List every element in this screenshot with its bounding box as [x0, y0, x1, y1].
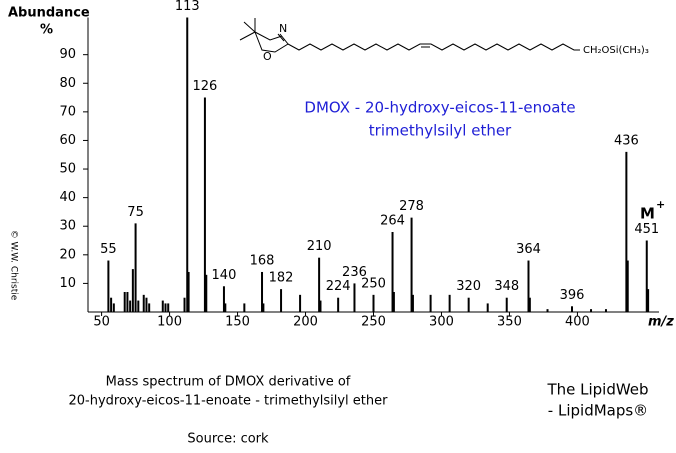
peak-label: 140 [212, 268, 237, 283]
peak-label: 451 [634, 222, 659, 237]
peak-label: 113 [175, 0, 200, 14]
x-tick-label: 100 [157, 315, 182, 330]
structure-atom: O [263, 50, 272, 63]
ion-charge: + [656, 198, 665, 211]
peak-label: 320 [456, 279, 481, 294]
x-tick-label: 200 [293, 315, 318, 330]
x-tick-label: 50 [93, 315, 110, 330]
y-tick-label: 60 [59, 133, 76, 148]
peak-label: 396 [560, 288, 585, 303]
peak-label: 210 [307, 239, 332, 254]
y-unit: % [40, 23, 53, 38]
x-axis-label: m/z [648, 315, 674, 330]
peak-label: 264 [380, 213, 405, 228]
credit: - LipidMaps® [548, 402, 648, 420]
x-tick-label: 350 [497, 315, 522, 330]
y-tick-label: 20 [59, 247, 76, 262]
peak-label: 224 [326, 279, 351, 294]
peak-label: 126 [193, 79, 218, 94]
peak-label: 436 [614, 133, 639, 148]
peak-label: 348 [494, 279, 519, 294]
y-tick-label: 10 [59, 276, 76, 291]
peak-label: 75 [127, 205, 144, 220]
structure [239, 18, 580, 53]
caption: Mass spectrum of DMOX derivative of [106, 375, 351, 390]
copyright: © W.W. Christie [9, 230, 19, 301]
chart-subtitle: trimethylsilyl ether [369, 122, 512, 140]
y-tick-label: 40 [59, 190, 76, 205]
peak-label: 182 [269, 271, 294, 286]
x-tick-label: 150 [225, 315, 250, 330]
x-tick-label: 400 [565, 315, 590, 330]
peak-label: 364 [516, 242, 541, 257]
y-axis-label: Abundance [8, 6, 90, 21]
peak-label: 278 [399, 199, 424, 214]
peak-label: 236 [342, 265, 367, 280]
x-tick-label: 250 [361, 315, 386, 330]
caption: Source: cork [187, 432, 269, 447]
y-tick-label: 80 [59, 76, 76, 91]
y-tick-label: 90 [59, 47, 76, 62]
peak-label: 55 [100, 242, 117, 257]
x-tick-label: 300 [429, 315, 454, 330]
structure-group: CH₂OSi(CH₃)₃ [583, 45, 649, 56]
chart-title: DMOX - 20-hydroxy-eicos-11-enoate [304, 99, 575, 117]
peak-label: 250 [361, 276, 386, 291]
credit: The LipidWeb [546, 381, 648, 399]
caption: 20-hydroxy-eicos-11-enoate - trimethylsi… [69, 394, 389, 409]
ion-label: M [640, 205, 655, 223]
y-tick-label: 70 [59, 104, 76, 119]
y-tick-label: 30 [59, 219, 76, 234]
structure-atom: N [279, 22, 287, 35]
y-tick-label: 50 [59, 162, 76, 177]
peak-label: 168 [250, 253, 275, 268]
